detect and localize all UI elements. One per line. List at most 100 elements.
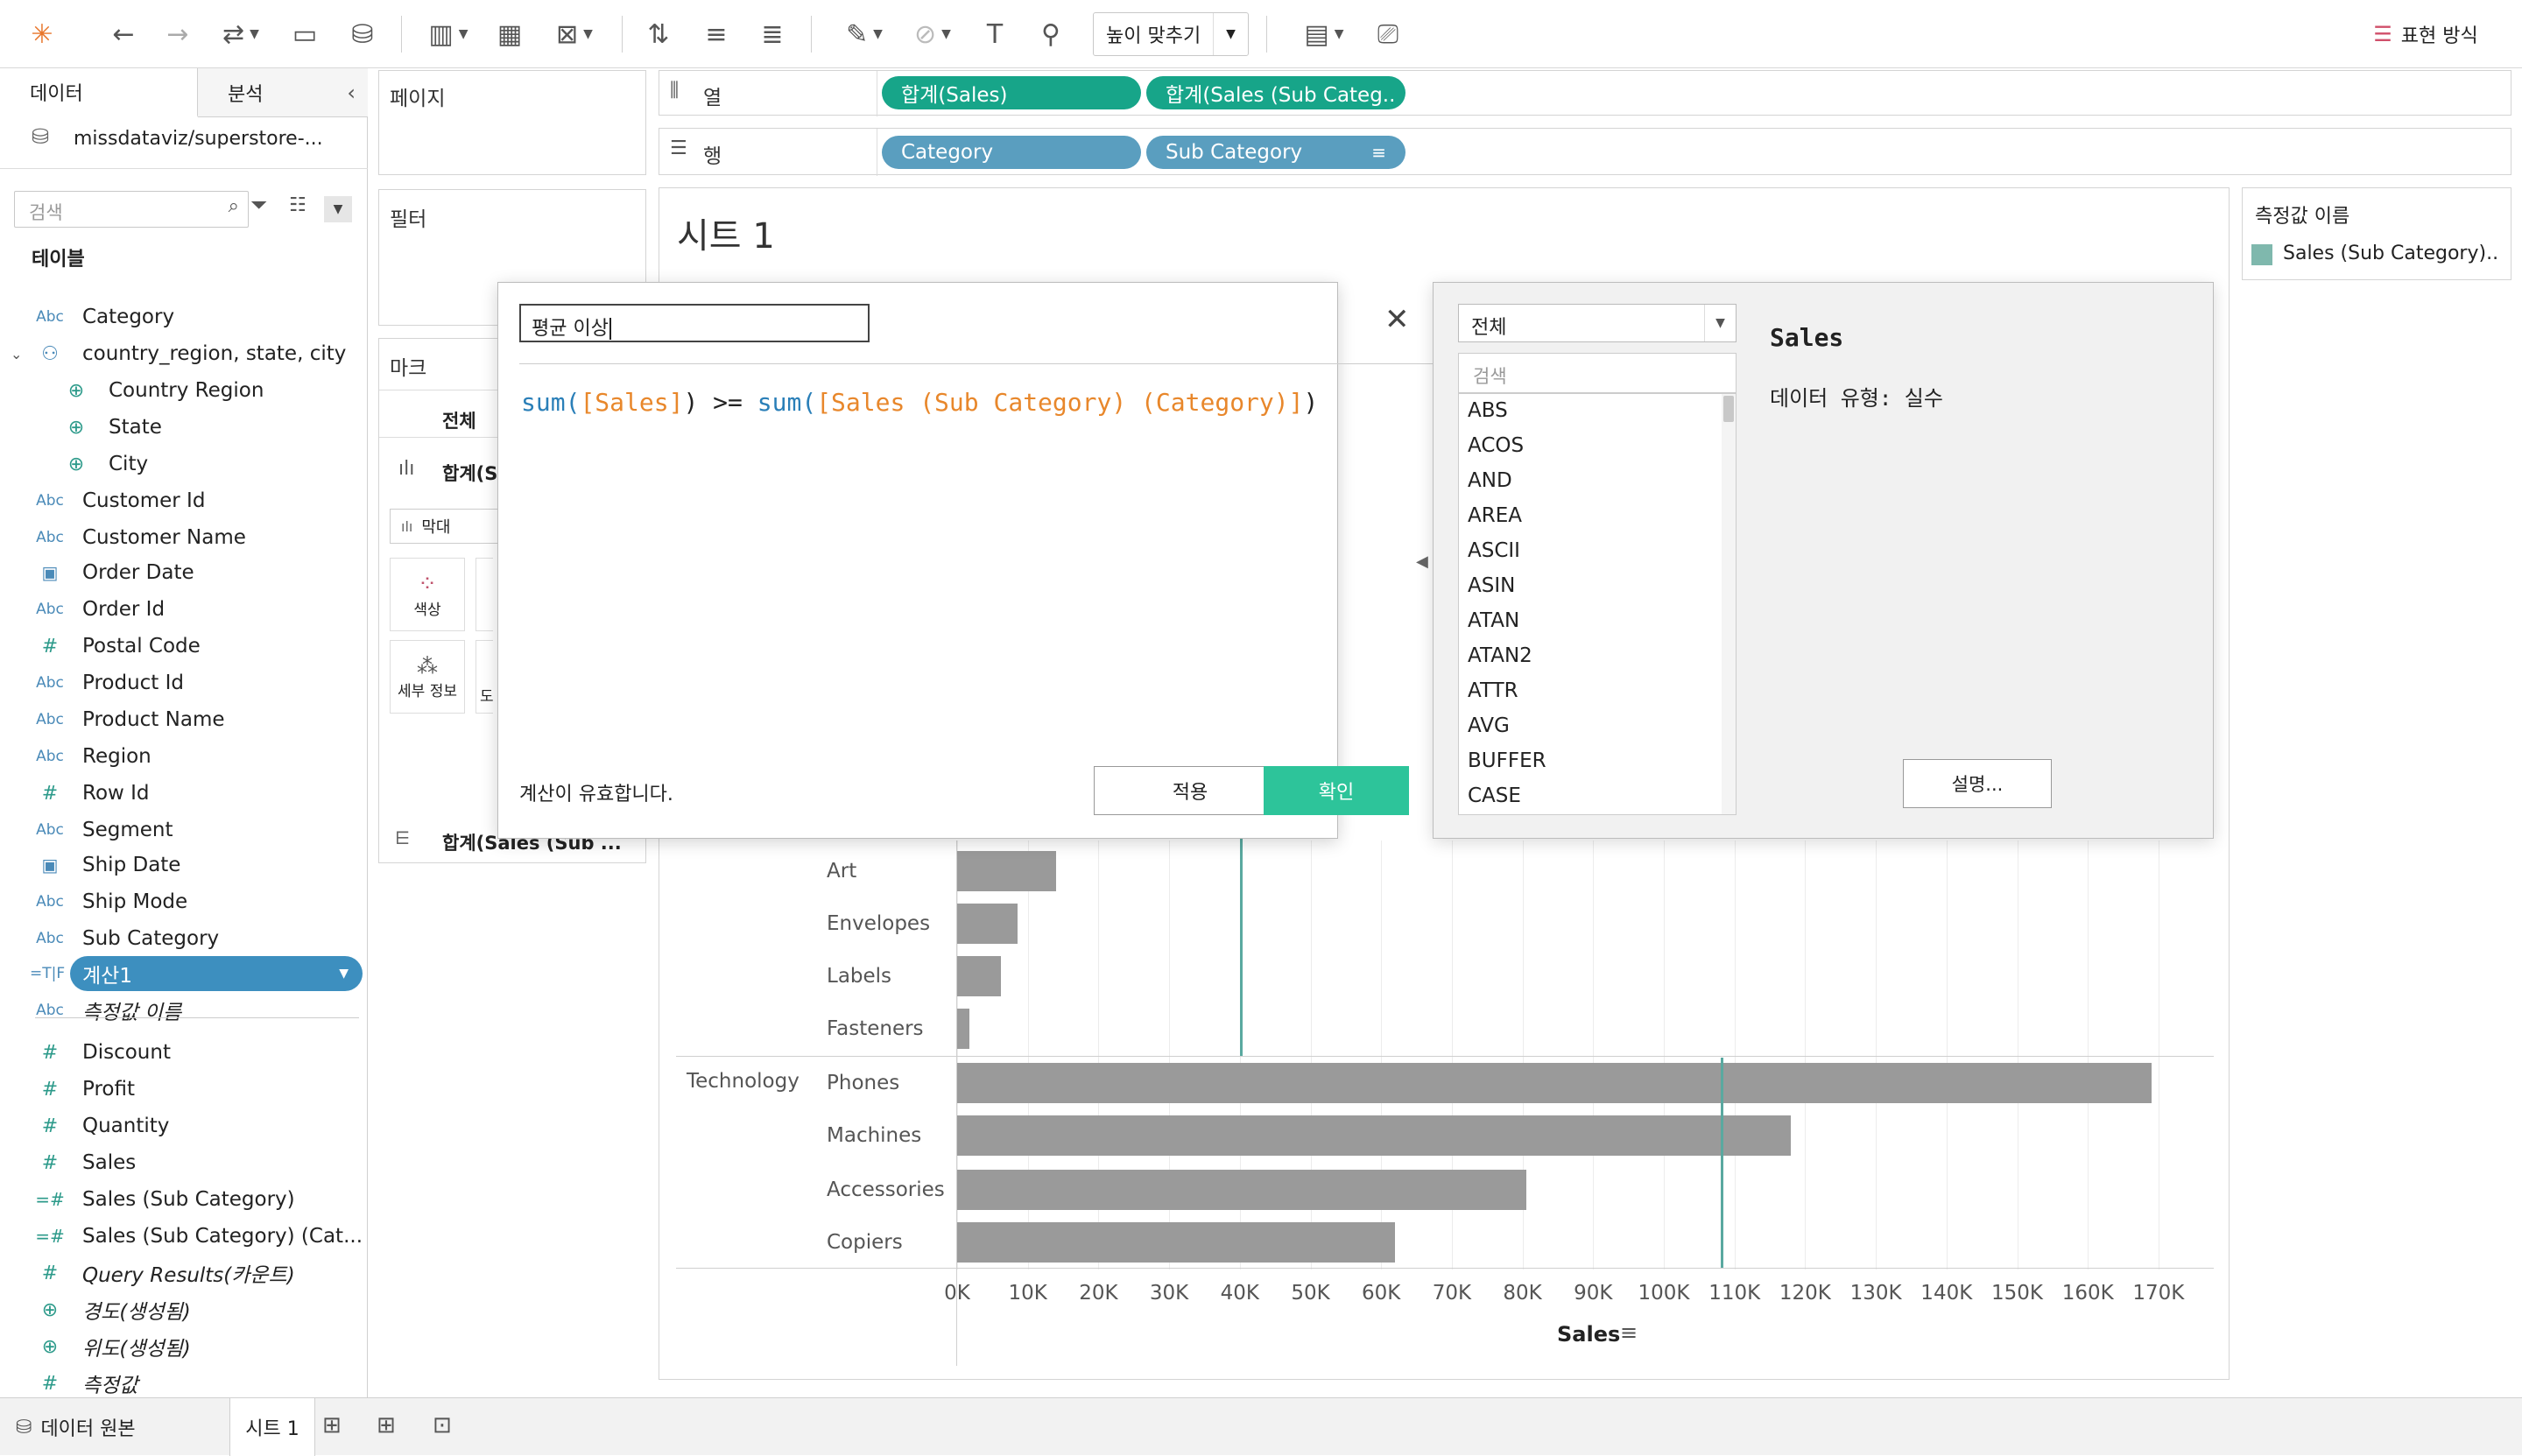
redo-icon[interactable]: → bbox=[166, 18, 189, 50]
field-item[interactable]: =# Sales (Sub Category) (Cat... bbox=[0, 1219, 368, 1254]
field-item[interactable]: ⊕ State bbox=[0, 410, 368, 445]
tab-datasource[interactable]: ⛁ 데이터 원본 bbox=[0, 1398, 226, 1456]
bar[interactable] bbox=[957, 851, 1056, 891]
function-category-dropdown[interactable]: 전체 ▼ bbox=[1458, 304, 1737, 342]
subcategory-label[interactable]: Fasteners bbox=[827, 1017, 924, 1040]
subcategory-label[interactable]: Machines bbox=[827, 1124, 922, 1147]
function-item[interactable]: ATAN bbox=[1468, 609, 1520, 632]
search-input[interactable]: 검색 ⌕ bbox=[14, 191, 249, 228]
calc-name-input[interactable]: 평균 이상 bbox=[519, 304, 870, 342]
detail-button[interactable]: ⁂ 세부 정보 bbox=[390, 640, 465, 714]
function-item[interactable]: ATAN2 bbox=[1468, 644, 1532, 667]
view-options-dropdown[interactable]: ▼ bbox=[324, 196, 352, 222]
function-item[interactable]: BUFFER bbox=[1468, 749, 1546, 772]
field-item[interactable]: Abc Segment bbox=[0, 812, 368, 848]
new-worksheet-icon[interactable]: ▥ ▼ bbox=[428, 18, 468, 50]
reference-line[interactable] bbox=[1239, 839, 1243, 1056]
ok-button[interactable]: 확인 bbox=[1264, 766, 1409, 815]
chevron-down-icon[interactable]: ▼ bbox=[339, 967, 349, 981]
expand-icon[interactable]: ⌄ bbox=[11, 345, 23, 362]
field-item[interactable]: # Row Id bbox=[0, 776, 368, 811]
fit-dropdown[interactable]: 높이 맞추기 ▼ bbox=[1093, 12, 1249, 56]
rows-pill-subcategory[interactable]: Sub Category ≡ bbox=[1146, 136, 1405, 169]
columns-pill-sales[interactable]: 합계(Sales) bbox=[882, 76, 1141, 109]
bar[interactable] bbox=[957, 1009, 969, 1049]
bar[interactable] bbox=[957, 1063, 2152, 1103]
tooltip-button[interactable]: 도 bbox=[476, 640, 494, 714]
field-item[interactable]: ⊕ 경도(생성됨) bbox=[0, 1292, 368, 1327]
marks-sum-tab[interactable]: 합계(S bbox=[442, 463, 498, 484]
subcategory-label[interactable]: Envelopes bbox=[827, 912, 931, 935]
field-item[interactable]: ⊕ 위도(생성됨) bbox=[0, 1329, 368, 1364]
highlight-icon[interactable]: ✎ ▼ bbox=[846, 18, 883, 50]
field-item[interactable]: ⊕ City bbox=[0, 447, 368, 482]
show-hide-cards-icon[interactable]: ▤ ▼ bbox=[1304, 18, 1344, 50]
function-item[interactable]: ABS bbox=[1468, 399, 1508, 422]
function-item[interactable]: CASE bbox=[1468, 784, 1521, 807]
category-label[interactable]: Technology bbox=[687, 1070, 800, 1093]
function-item[interactable]: ACOS bbox=[1468, 434, 1525, 457]
show-labels-icon[interactable]: T bbox=[986, 18, 1004, 50]
group-members-icon[interactable]: ⊘ ▼ bbox=[914, 18, 951, 50]
field-item[interactable]: # 측정값 bbox=[0, 1366, 368, 1401]
sheet-title[interactable]: 시트 1 bbox=[677, 216, 775, 257]
subcategory-label[interactable]: Accessories bbox=[827, 1178, 945, 1201]
field-item[interactable]: ⚇ country_region, state, city ⌄ bbox=[0, 336, 368, 371]
swap-axes-icon[interactable]: ⇄ ▼ bbox=[222, 18, 259, 50]
show-me-button[interactable]: ☰ 표현 방식 bbox=[2356, 12, 2496, 56]
bar[interactable] bbox=[957, 904, 1018, 944]
subcategory-label[interactable]: Labels bbox=[827, 965, 892, 988]
bar[interactable] bbox=[957, 1170, 1526, 1210]
subcategory-label[interactable]: Phones bbox=[827, 1072, 900, 1094]
presentation-mode-icon[interactable]: ⎚ bbox=[1377, 18, 1398, 50]
collapse-icon[interactable]: ‹ bbox=[347, 80, 356, 105]
columns-shelf[interactable]: ⫼ 열 합계(Sales) 합계(Sales (Sub Categ.. bbox=[659, 70, 2511, 116]
new-datasource-icon[interactable]: ⛁ bbox=[351, 18, 374, 50]
new-dashboard-icon[interactable]: ⊞ bbox=[377, 1412, 396, 1438]
field-item[interactable]: ▣ Order Date bbox=[0, 555, 368, 590]
filter-icon[interactable]: ⏷ bbox=[250, 193, 268, 217]
list-view-icon[interactable]: ☷ bbox=[289, 194, 306, 216]
function-item[interactable]: ASCII bbox=[1468, 539, 1520, 562]
field-item[interactable]: # Quantity bbox=[0, 1108, 368, 1143]
pin-axes-icon[interactable]: ⚲ bbox=[1041, 18, 1060, 50]
apply-button[interactable]: 적용 bbox=[1094, 766, 1286, 815]
field-item[interactable]: # Query Results(카운트) bbox=[0, 1256, 368, 1291]
reference-line[interactable] bbox=[1720, 1058, 1723, 1268]
field-item[interactable]: ▣ Ship Date bbox=[0, 848, 368, 883]
scrollbar-thumb[interactable] bbox=[1723, 396, 1734, 422]
field-item[interactable]: Abc Sub Category bbox=[0, 921, 368, 956]
field-item[interactable]: Abc Order Id bbox=[0, 592, 368, 627]
field-item[interactable]: # Postal Code bbox=[0, 629, 368, 664]
new-story-icon[interactable]: ⊡ bbox=[433, 1412, 452, 1438]
field-item[interactable]: Abc Product Name bbox=[0, 702, 368, 737]
field-item[interactable]: # Sales bbox=[0, 1145, 368, 1180]
close-icon[interactable]: ✕ bbox=[1384, 302, 1410, 337]
bar[interactable] bbox=[957, 1222, 1396, 1263]
field-item[interactable]: =T|F 계산1 ▼ bbox=[30, 956, 363, 991]
field-item[interactable]: =# Sales (Sub Category) bbox=[0, 1182, 368, 1217]
sort-ascending-icon[interactable]: ≡ bbox=[705, 18, 728, 50]
sort-icon[interactable]: ≡ bbox=[1620, 1320, 1638, 1345]
field-item[interactable]: ⊕ Country Region bbox=[0, 373, 368, 408]
datasource-name[interactable]: missdataviz/superstore-... bbox=[74, 128, 323, 150]
formula-editor[interactable]: sum([Sales]) >= sum([Sales (Sub Category… bbox=[521, 388, 1318, 417]
field-item[interactable]: Abc Customer Id bbox=[0, 483, 368, 518]
x-axis-title[interactable]: Sales bbox=[1557, 1322, 1621, 1347]
rows-pill-category[interactable]: Category bbox=[882, 136, 1141, 169]
field-item[interactable]: Abc Product Id bbox=[0, 665, 368, 700]
subcategory-label[interactable]: Art bbox=[827, 860, 857, 883]
field-item[interactable]: # Profit bbox=[0, 1072, 368, 1107]
mark-type-dropdown[interactable]: ılı 막대 bbox=[390, 509, 504, 544]
color-button[interactable]: ⁘ 색상 bbox=[390, 558, 465, 631]
function-search-input[interactable]: 검색 bbox=[1458, 353, 1737, 393]
sort-descending-icon[interactable]: ≣ bbox=[761, 18, 784, 50]
pages-shelf[interactable]: 페이지 bbox=[378, 70, 646, 175]
function-item[interactable]: AVG bbox=[1468, 714, 1510, 737]
collapse-panel-icon[interactable]: ◀ bbox=[1416, 552, 1428, 571]
duplicate-sheet-icon[interactable]: ▦ bbox=[497, 18, 523, 50]
undo-icon[interactable]: ← bbox=[112, 18, 135, 50]
tableau-logo-icon[interactable]: ✳ bbox=[31, 18, 53, 50]
field-item[interactable]: Abc Region bbox=[0, 739, 368, 774]
new-worksheet-icon[interactable]: ⊞ bbox=[322, 1412, 342, 1438]
